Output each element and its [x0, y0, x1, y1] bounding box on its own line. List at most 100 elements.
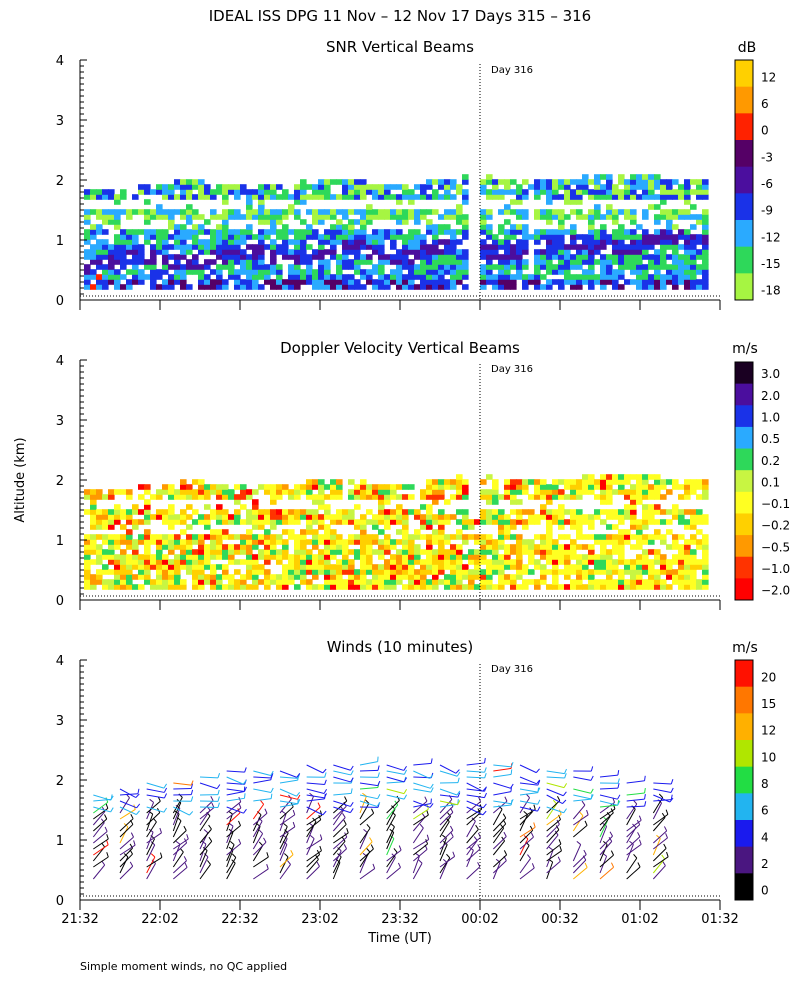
heatmap-cell — [702, 579, 709, 585]
heatmap-cell — [378, 189, 385, 195]
heatmap-cell — [696, 184, 703, 190]
heatmap-cell — [618, 529, 625, 535]
x-tick-label: 00:32 — [541, 912, 578, 927]
heatmap-cell — [354, 284, 361, 290]
wind-barb — [359, 787, 378, 790]
heatmap-cell — [300, 514, 307, 520]
heatmap-cell — [216, 484, 223, 490]
heatmap-cell — [684, 484, 691, 490]
heatmap-cell — [390, 244, 397, 250]
heatmap-cell — [96, 554, 103, 560]
heatmap-cell — [318, 274, 325, 280]
wind-barb — [466, 866, 481, 880]
heatmap-cell — [180, 264, 187, 270]
heatmap-cell — [522, 549, 529, 555]
heatmap-cell — [336, 519, 343, 525]
heatmap-cell — [624, 214, 631, 220]
wind-barb — [146, 812, 161, 826]
heatmap-cell — [150, 279, 157, 285]
heatmap-cell — [252, 554, 259, 560]
heatmap-cell — [174, 269, 181, 275]
heatmap-cell — [474, 554, 481, 560]
heatmap-cell — [138, 209, 145, 215]
heatmap-cell — [636, 569, 643, 575]
heatmap-cell — [702, 584, 709, 590]
heatmap-cell — [642, 549, 649, 555]
heatmap-cell — [102, 534, 109, 540]
heatmap-cell — [204, 519, 211, 525]
heatmap-cell — [102, 209, 109, 215]
heatmap-cell — [252, 569, 259, 575]
wind-barb — [466, 794, 485, 799]
heatmap-cell — [678, 559, 685, 565]
heatmap-cell — [360, 189, 367, 195]
heatmap-cell — [222, 544, 229, 550]
heatmap-cell — [414, 214, 421, 220]
heatmap-cell — [492, 519, 499, 525]
heatmap-cell — [168, 219, 175, 225]
heatmap-cell — [558, 184, 565, 190]
heatmap-cell — [216, 189, 223, 195]
heatmap-cell — [384, 519, 391, 525]
heatmap-cell — [126, 584, 133, 590]
wind-barb-flag — [258, 829, 263, 834]
heatmap-cell — [396, 199, 403, 205]
heatmap-cell — [366, 259, 373, 265]
heatmap-cell — [102, 279, 109, 285]
heatmap-cell — [138, 494, 145, 500]
heatmap-cell — [114, 239, 121, 245]
heatmap-cell — [114, 279, 121, 285]
heatmap-cell — [600, 509, 607, 515]
wind-barb — [653, 782, 672, 785]
heatmap-cell — [156, 509, 163, 515]
heatmap-cell — [354, 219, 361, 225]
wind-barb-flag — [617, 794, 621, 800]
wind-barb — [413, 839, 429, 850]
heatmap-cell — [456, 259, 463, 265]
heatmap-cell — [462, 194, 469, 200]
heatmap-cell — [90, 504, 97, 510]
heatmap-cell — [270, 519, 277, 525]
heatmap-cell — [528, 279, 535, 285]
wind-barb — [386, 788, 405, 795]
heatmap-cell — [534, 209, 541, 215]
wind-barb — [386, 764, 404, 771]
heatmap-cell — [192, 509, 199, 515]
heatmap-cell — [570, 264, 577, 270]
heatmap-cell — [120, 189, 127, 195]
heatmap-cell — [642, 209, 649, 215]
heatmap-cell — [180, 579, 187, 585]
heatmap-cell — [408, 559, 415, 565]
heatmap-cell — [150, 559, 157, 565]
heatmap-cell — [180, 269, 187, 275]
heatmap-cell — [462, 254, 469, 260]
heatmap-cell — [252, 284, 259, 290]
wind-barb-flag — [163, 807, 167, 813]
heatmap-cell — [684, 274, 691, 280]
heatmap-cell — [198, 539, 205, 545]
heatmap-cell — [168, 184, 175, 190]
heatmap-cell — [318, 554, 325, 560]
heatmap-cell — [450, 544, 457, 550]
heatmap-cell — [360, 529, 367, 535]
heatmap-cell — [372, 549, 379, 555]
heatmap-cell — [588, 209, 595, 215]
wind-barb-flag — [525, 793, 530, 799]
heatmap-cell — [678, 194, 685, 200]
heatmap-cell — [636, 259, 643, 265]
heatmap-cell — [90, 234, 97, 240]
heatmap-cell — [666, 564, 673, 570]
wind-barb-flag — [309, 835, 315, 840]
heatmap-cell — [210, 564, 217, 570]
heatmap-cell — [582, 484, 589, 490]
heatmap-cell — [594, 229, 601, 235]
heatmap-cell — [498, 539, 505, 545]
heatmap-cell — [618, 474, 625, 480]
heatmap-cell — [252, 259, 259, 265]
heatmap-cell — [600, 499, 607, 505]
wind-barb — [466, 837, 481, 850]
heatmap-cell — [498, 584, 505, 590]
heatmap-cell — [630, 209, 637, 215]
heatmap-cell — [600, 254, 607, 260]
heatmap-cell — [420, 214, 427, 220]
